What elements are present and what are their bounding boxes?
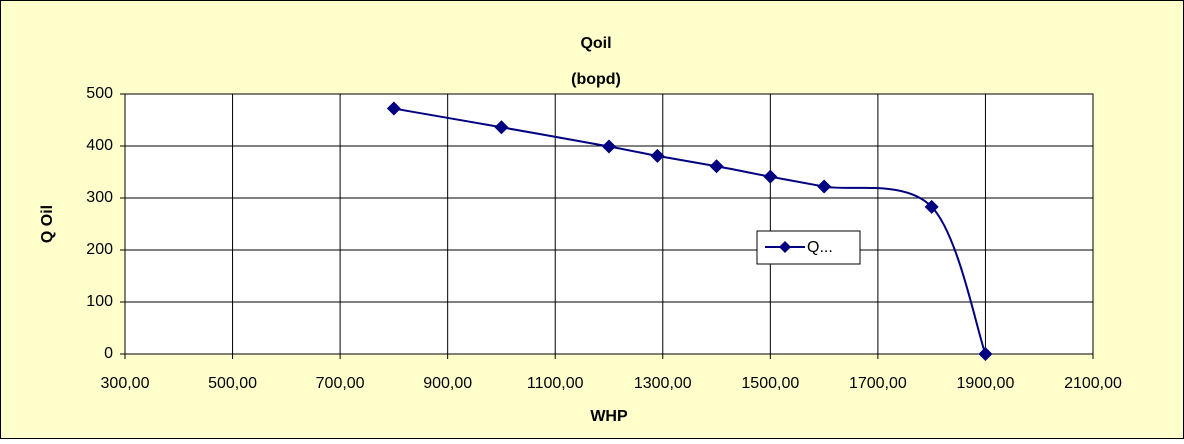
y-tick-label: 400: [86, 137, 113, 154]
marker: [978, 347, 993, 361]
y-tick-label: 500: [86, 85, 113, 102]
marker: [386, 101, 401, 116]
chart-title: Qoil: [580, 35, 611, 52]
y-tick-label: 300: [86, 189, 113, 206]
marker: [650, 148, 665, 163]
x-tick-label: 1500,00: [741, 375, 799, 392]
x-tick-label: 1100,00: [527, 375, 584, 392]
plot-area: [124, 93, 1094, 355]
legend-marker: [779, 241, 791, 253]
x-tick-label: 500,00: [208, 375, 257, 392]
y-tick-label: 0: [104, 345, 113, 362]
marker: [602, 139, 616, 154]
marker: [763, 169, 778, 184]
x-tick-label: 1300,00: [634, 375, 692, 392]
x-tick-label: 2100,00: [1064, 375, 1122, 392]
x-tick-label: 700,00: [316, 375, 365, 392]
marker: [924, 199, 939, 214]
marker: [494, 120, 509, 135]
x-tick-label: 1700,00: [849, 375, 907, 392]
x-axis-label: WHP: [590, 408, 628, 425]
y-tick-label: 100: [86, 293, 113, 310]
marker: [709, 159, 724, 174]
x-tick-label: 900,00: [423, 375, 472, 392]
x-tick-label: 300,00: [101, 375, 150, 392]
chart-subtitle: (bopd): [571, 71, 621, 88]
y-axis-label: Q Oil: [39, 205, 56, 243]
marker: [817, 179, 832, 194]
legend-label: Q...: [807, 239, 833, 256]
y-tick-label: 200: [86, 241, 113, 258]
x-tick-label: 1900,00: [957, 375, 1015, 392]
